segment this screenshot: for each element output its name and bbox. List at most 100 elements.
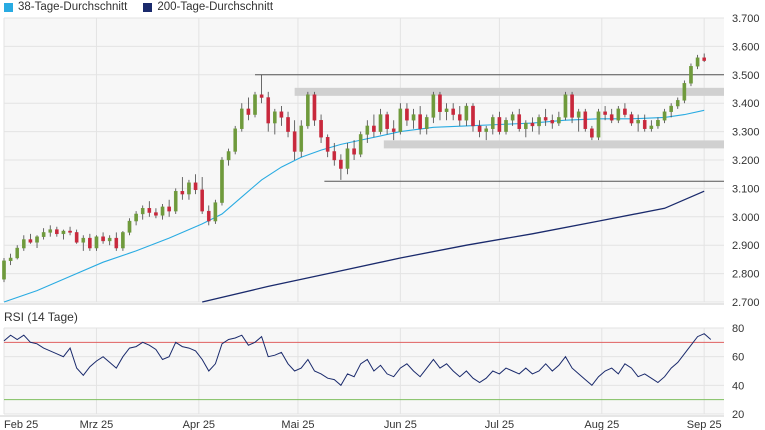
- price-y-tick-label: 3.700: [732, 13, 760, 25]
- candle-body: [510, 114, 515, 121]
- candle-body: [649, 125, 654, 129]
- legend-swatch-ma38: [4, 2, 13, 12]
- candle-body: [239, 108, 244, 129]
- candle-body: [306, 94, 310, 127]
- candle-body: [616, 108, 621, 121]
- candle-body: [140, 208, 145, 215]
- candle-body: [682, 83, 687, 101]
- candle-body: [576, 111, 581, 118]
- candle-body: [246, 108, 251, 115]
- candle-body: [154, 212, 158, 216]
- legend-label-ma38: 38-Tage-Durchschnitt: [18, 1, 128, 13]
- x-tick-label: Jul 25: [485, 419, 514, 430]
- candle-body: [299, 125, 304, 152]
- candle-body: [28, 239, 33, 243]
- candle-body: [636, 120, 640, 124]
- rsi-y-tick-label: 20: [732, 409, 744, 421]
- candle-body: [550, 120, 555, 124]
- candle-body: [530, 122, 535, 127]
- candle-body: [596, 111, 601, 138]
- candle-body: [325, 137, 330, 152]
- candle-body: [491, 117, 495, 129]
- price-y-tick-label: 3.400: [732, 98, 760, 110]
- candle-body: [603, 111, 607, 115]
- candle-body: [127, 220, 132, 233]
- candle-body: [543, 117, 548, 121]
- candle-body: [444, 108, 449, 112]
- candle-body: [55, 229, 59, 235]
- candle-body: [187, 182, 191, 195]
- candle-body: [484, 128, 489, 132]
- price-y-tick-label: 2.700: [732, 297, 760, 309]
- candle-body: [411, 114, 416, 121]
- candle-body: [418, 114, 422, 129]
- candle-body: [279, 111, 284, 118]
- candle-body: [292, 131, 297, 152]
- ma200-line: [202, 190, 705, 303]
- candle-body: [405, 108, 409, 121]
- candle-body: [477, 125, 482, 132]
- x-tick-label: Mai 25: [281, 419, 314, 430]
- candle-body: [61, 230, 66, 235]
- candle-body: [259, 94, 264, 98]
- candle-body: [471, 105, 475, 127]
- candle-body: [74, 232, 79, 243]
- candle-body: [253, 94, 257, 115]
- x-tick-label: Jun 25: [384, 419, 417, 430]
- price-y-tick-label: 2.900: [732, 240, 760, 252]
- candle-body: [378, 114, 383, 132]
- candle-body: [48, 229, 53, 233]
- candle-body: [451, 108, 455, 115]
- candle-body: [160, 206, 165, 216]
- candle-body: [372, 125, 376, 132]
- candle-body: [669, 105, 673, 112]
- candle-body: [570, 94, 574, 118]
- candle-body: [273, 111, 277, 124]
- price-y-tick-label: 3.200: [732, 155, 760, 167]
- candle-body: [22, 239, 26, 249]
- candle-body: [656, 120, 660, 127]
- legend-item-ma200: 200-Tage-Durchschnitt: [143, 1, 273, 13]
- x-tick-label: Mrz 25: [80, 419, 114, 430]
- candle-body: [695, 57, 700, 67]
- candle-body: [642, 120, 647, 129]
- price-y-tick-label: 3.000: [732, 212, 760, 224]
- rsi-panel-bg: [4, 328, 724, 414]
- candle-body: [41, 232, 46, 237]
- candle-body: [675, 100, 680, 107]
- price-y-tick-label: 2.800: [732, 269, 760, 281]
- candle-body: [517, 114, 522, 129]
- candle-body: [557, 117, 561, 124]
- ma38-line: [3, 109, 705, 303]
- candle-body: [220, 159, 224, 203]
- candle-body: [358, 134, 363, 155]
- x-tick-label: Feb 25: [4, 419, 38, 430]
- candle-body: [457, 114, 462, 121]
- candle-body: [206, 210, 211, 222]
- candle-body: [167, 206, 171, 212]
- candle-body: [101, 236, 105, 242]
- resistance-band-1: [294, 87, 724, 96]
- candle-body: [193, 182, 198, 191]
- rsi-title: RSI (14 Tage): [4, 310, 78, 324]
- candle-body: [629, 114, 634, 124]
- candle-body: [424, 117, 429, 129]
- candle-body: [226, 151, 231, 161]
- candle-body: [464, 105, 469, 121]
- price-y-tick-label: 3.300: [732, 127, 760, 139]
- rsi-y-tick-label: 60: [732, 352, 744, 364]
- candle-body: [438, 94, 442, 112]
- candle-body: [689, 66, 693, 84]
- candle-body: [8, 257, 13, 262]
- candle-body: [365, 125, 370, 135]
- candle-body: [623, 108, 627, 115]
- candle-body: [312, 94, 317, 121]
- candle-body: [537, 117, 541, 127]
- x-tick-label: Aug 25: [584, 419, 619, 430]
- candle-body: [332, 151, 337, 161]
- price-y-tick-label: 3.500: [732, 70, 760, 82]
- candle-body: [81, 237, 86, 243]
- candle-body: [385, 114, 389, 129]
- candle-body: [352, 148, 356, 155]
